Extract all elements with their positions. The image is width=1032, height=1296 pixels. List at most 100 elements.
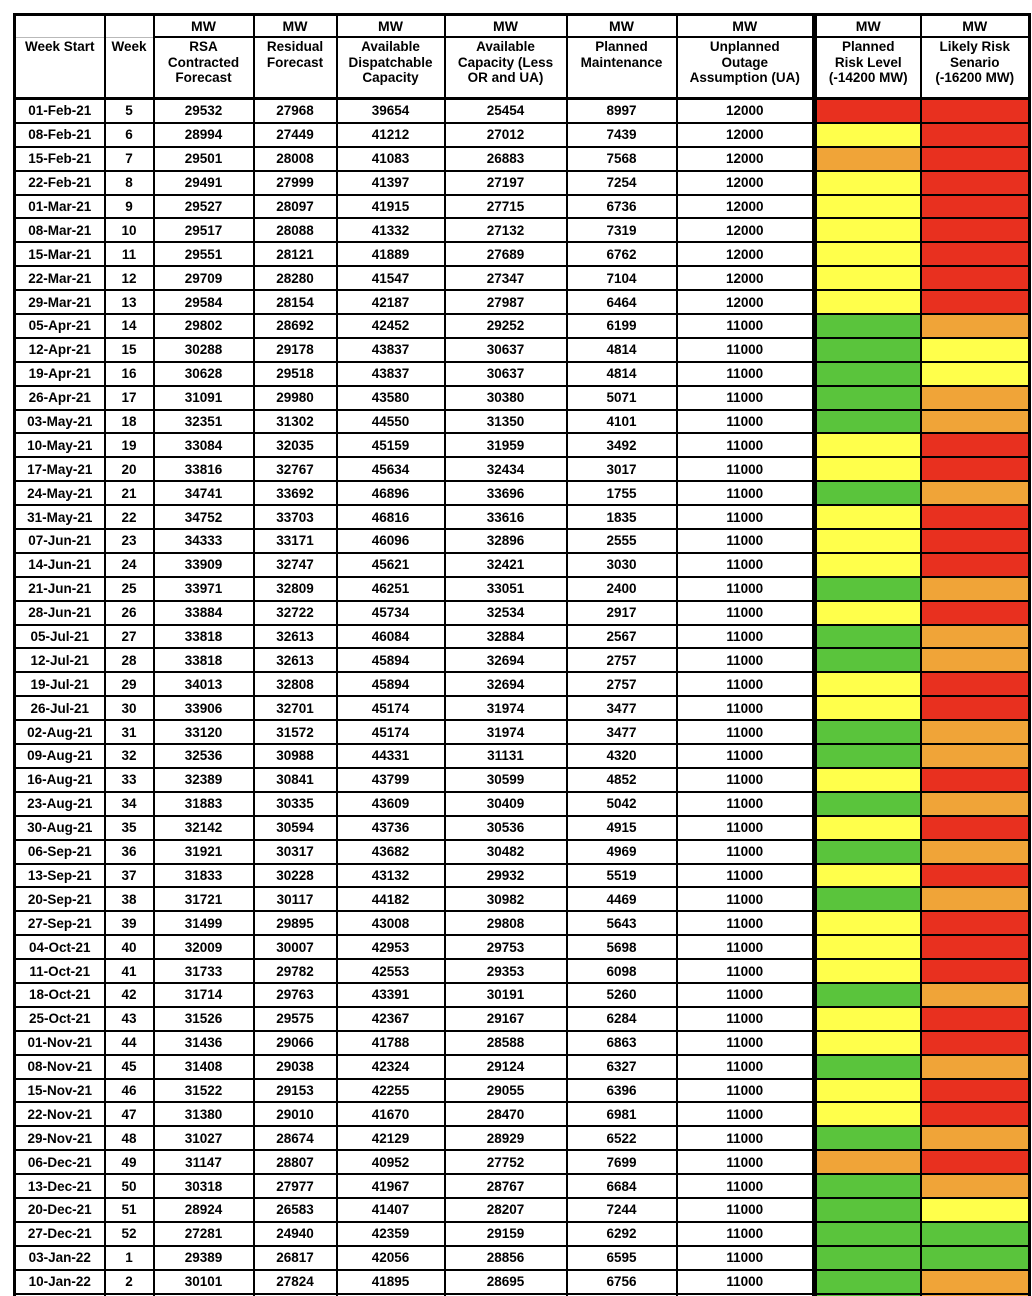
cell-available-capacity-less-or-ua[interactable]: 33616: [443, 504, 568, 531]
cell-planned-maintenance[interactable]: 1835: [565, 504, 678, 531]
cell-week[interactable]: 38: [103, 886, 155, 913]
cell-residual-forecast[interactable]: 32613: [252, 623, 338, 650]
cell-planned-risk-level[interactable]: [812, 671, 922, 698]
cell-available-dispatchable-capacity[interactable]: 46896: [335, 480, 446, 507]
cell-planned-maintenance[interactable]: 6684: [565, 1173, 678, 1199]
cell-available-capacity-less-or-ua[interactable]: 31974: [443, 695, 568, 722]
cell-planned-maintenance[interactable]: 2555: [565, 528, 678, 554]
cell-week-start[interactable]: 04-Oct-21: [13, 934, 106, 961]
cell-available-dispatchable-capacity[interactable]: 43132: [335, 862, 446, 889]
cell-likely-risk-senario[interactable]: [919, 336, 1031, 363]
cell-week[interactable]: 30: [103, 695, 155, 722]
cell-residual-forecast[interactable]: 28807: [252, 1149, 338, 1176]
cell-planned-maintenance[interactable]: 6595: [565, 1244, 678, 1271]
cell-likely-risk-senario[interactable]: [919, 551, 1031, 578]
cell-planned-maintenance[interactable]: 6981: [565, 1101, 678, 1128]
cell-rsa-contracted-forecast[interactable]: 29802: [152, 313, 255, 339]
cell-planned-risk-level[interactable]: [812, 169, 922, 196]
cell-week-start[interactable]: 22-Mar-21: [13, 265, 106, 292]
cell-week-start[interactable]: 11-Oct-21: [13, 958, 106, 984]
cell-planned-risk-level[interactable]: [812, 1220, 922, 1247]
cell-planned-maintenance[interactable]: 8997: [565, 97, 678, 124]
cell-planned-risk-level[interactable]: [812, 336, 922, 363]
cell-likely-risk-senario[interactable]: [919, 671, 1031, 698]
cell-week[interactable]: 33: [103, 766, 155, 793]
cell-available-dispatchable-capacity[interactable]: 41407: [335, 1196, 446, 1223]
cell-likely-risk-senario[interactable]: [919, 790, 1031, 817]
cell-week-start[interactable]: 25-Oct-21: [13, 1005, 106, 1032]
cell-rsa-contracted-forecast[interactable]: 29501: [152, 145, 255, 172]
cell-week[interactable]: 37: [103, 862, 155, 889]
cell-week[interactable]: 27: [103, 623, 155, 650]
cell-likely-risk-senario[interactable]: [919, 1053, 1031, 1080]
cell-residual-forecast[interactable]: 32767: [252, 456, 338, 483]
cell-available-capacity-less-or-ua[interactable]: 32421: [443, 551, 568, 578]
cell-available-dispatchable-capacity[interactable]: 43008: [335, 910, 446, 937]
cell-residual-forecast[interactable]: 27449: [252, 121, 338, 148]
cell-planned-maintenance[interactable]: 7439: [565, 121, 678, 148]
cell-available-dispatchable-capacity[interactable]: 41895: [335, 1268, 446, 1295]
cell-rsa-contracted-forecast[interactable]: 29584: [152, 289, 255, 316]
cell-likely-risk-senario[interactable]: [919, 193, 1031, 220]
cell-week[interactable]: 18: [103, 408, 155, 435]
cell-available-dispatchable-capacity[interactable]: 42255: [335, 1077, 446, 1104]
cell-available-dispatchable-capacity[interactable]: 42359: [335, 1220, 446, 1247]
cell-available-dispatchable-capacity[interactable]: 41670: [335, 1101, 446, 1128]
cell-planned-risk-level[interactable]: [812, 241, 922, 268]
cell-unplanned-outage-assumption[interactable]: 11000: [675, 336, 816, 363]
cell-rsa-contracted-forecast[interactable]: 31721: [152, 886, 255, 913]
cell-rsa-contracted-forecast[interactable]: 31408: [152, 1053, 255, 1080]
cell-week[interactable]: 36: [103, 838, 155, 865]
cell-week[interactable]: 12: [103, 265, 155, 292]
cell-likely-risk-senario[interactable]: [919, 217, 1031, 244]
cell-planned-risk-level[interactable]: [812, 1101, 922, 1128]
cell-week-start[interactable]: 01-Mar-21: [13, 193, 106, 220]
cell-available-dispatchable-capacity[interactable]: 42187: [335, 289, 446, 316]
cell-week-start[interactable]: 17-May-21: [13, 456, 106, 483]
cell-unplanned-outage-assumption[interactable]: 11000: [675, 1220, 816, 1247]
cell-planned-maintenance[interactable]: 3030: [565, 551, 678, 578]
cell-planned-maintenance[interactable]: 6464: [565, 289, 678, 316]
cell-unplanned-outage-assumption[interactable]: 11000: [675, 886, 816, 913]
cell-available-capacity-less-or-ua[interactable]: 31350: [443, 408, 568, 435]
cell-planned-maintenance[interactable]: 4969: [565, 838, 678, 865]
cell-likely-risk-senario[interactable]: [919, 719, 1031, 746]
cell-available-dispatchable-capacity[interactable]: 43799: [335, 766, 446, 793]
cell-rsa-contracted-forecast[interactable]: 33909: [152, 551, 255, 578]
cell-planned-maintenance[interactable]: 7087: [565, 1292, 678, 1296]
cell-unplanned-outage-assumption[interactable]: 11000: [675, 313, 816, 339]
cell-likely-risk-senario[interactable]: [919, 981, 1031, 1008]
cell-planned-risk-level[interactable]: [812, 1149, 922, 1176]
cell-week[interactable]: 3: [103, 1292, 155, 1296]
cell-residual-forecast[interactable]: 33171: [252, 528, 338, 554]
cell-week-start[interactable]: 29-Nov-21: [13, 1125, 106, 1152]
cell-likely-risk-senario[interactable]: [919, 1196, 1031, 1223]
cell-available-dispatchable-capacity[interactable]: 46251: [335, 575, 446, 602]
cell-planned-risk-level[interactable]: [812, 695, 922, 722]
cell-unplanned-outage-assumption[interactable]: 11000: [675, 862, 816, 889]
cell-unplanned-outage-assumption[interactable]: 12000: [675, 121, 816, 148]
cell-planned-maintenance[interactable]: 2757: [565, 671, 678, 698]
cell-planned-maintenance[interactable]: 2567: [565, 623, 678, 650]
cell-planned-risk-level[interactable]: [812, 289, 922, 316]
cell-residual-forecast[interactable]: 29895: [252, 910, 338, 937]
cell-residual-forecast[interactable]: 26583: [252, 1196, 338, 1223]
cell-rsa-contracted-forecast[interactable]: 33084: [152, 432, 255, 459]
cell-available-dispatchable-capacity[interactable]: 42367: [335, 1005, 446, 1032]
cell-planned-risk-level[interactable]: [812, 313, 922, 339]
cell-week[interactable]: 24: [103, 551, 155, 578]
cell-planned-maintenance[interactable]: 6327: [565, 1053, 678, 1080]
cell-residual-forecast[interactable]: 27824: [252, 1268, 338, 1295]
cell-residual-forecast[interactable]: 31572: [252, 719, 338, 746]
cell-week[interactable]: 6: [103, 121, 155, 148]
cell-unplanned-outage-assumption[interactable]: 11000: [675, 1292, 816, 1296]
cell-planned-maintenance[interactable]: 4814: [565, 360, 678, 387]
cell-residual-forecast[interactable]: 32035: [252, 432, 338, 459]
cell-available-capacity-less-or-ua[interactable]: 32694: [443, 647, 568, 674]
cell-likely-risk-senario[interactable]: [919, 766, 1031, 793]
cell-available-capacity-less-or-ua[interactable]: 31959: [443, 432, 568, 459]
cell-planned-risk-level[interactable]: [812, 480, 922, 507]
cell-rsa-contracted-forecast[interactable]: 33884: [152, 599, 255, 626]
cell-planned-risk-level[interactable]: [812, 575, 922, 602]
cell-planned-risk-level[interactable]: [812, 384, 922, 411]
